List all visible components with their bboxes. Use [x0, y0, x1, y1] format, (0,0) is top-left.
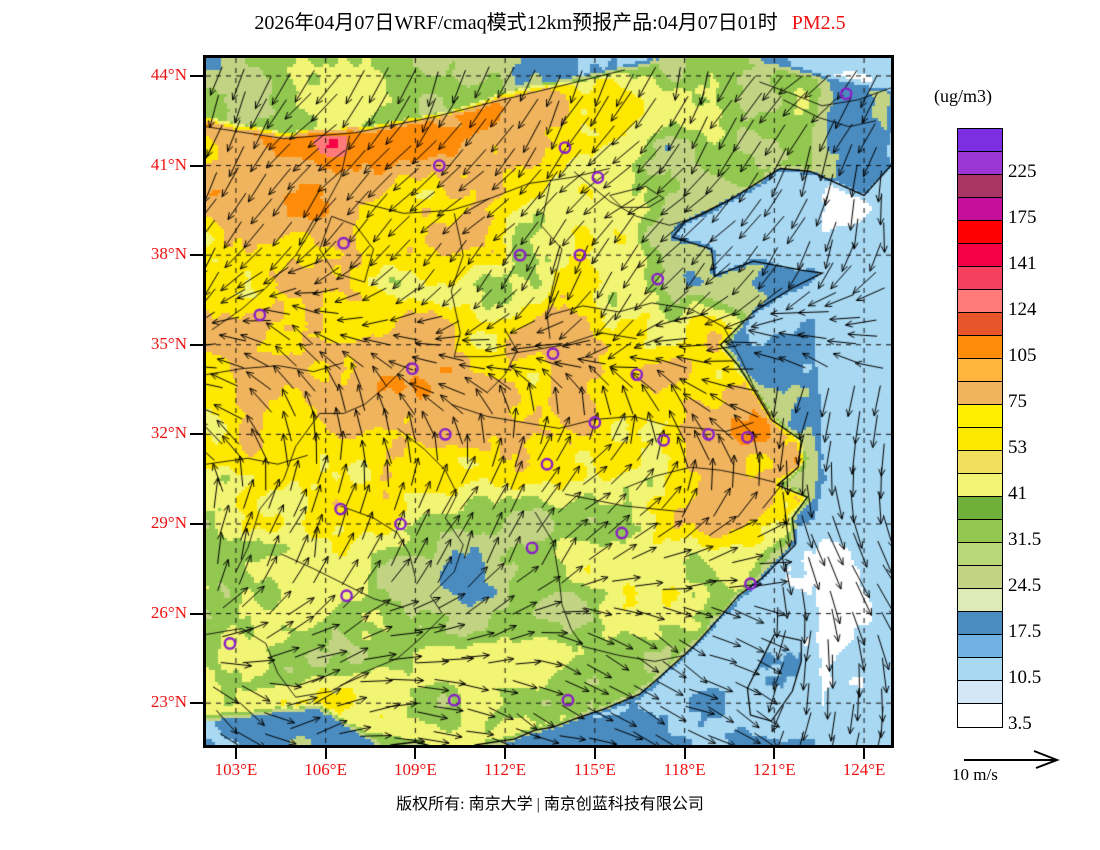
- x-axis-tick-label: 115°E: [573, 760, 616, 779]
- x-axis-tick-label: 112°E: [484, 760, 527, 779]
- colorbar-band: [958, 198, 1002, 221]
- y-axis-tick-label: 29°N: [150, 512, 187, 532]
- chart-title: 2026年04月07日WRF/cmaq模式12km预报产品:04月07日01时 P…: [0, 6, 1100, 35]
- colorbar-band: [958, 612, 1002, 635]
- colorbar-tick-label: 53: [1008, 437, 1027, 458]
- colorbar-band: [958, 244, 1002, 267]
- colorbar-band: [958, 635, 1002, 658]
- colorbar-band: [958, 313, 1002, 336]
- colorbar-band: [958, 336, 1002, 359]
- y-axis-tick-label: 38°N: [150, 244, 187, 264]
- title-main-text: 2026年04月07日WRF/cmaq模式12km预报产品:04月07日01时: [254, 12, 778, 34]
- colorbar-tick-label: 41: [1008, 483, 1027, 504]
- y-axis-tick-mark: [190, 254, 203, 257]
- colorbar-units-label: (ug/m3): [934, 86, 992, 106]
- x-axis-tick-mark: [773, 748, 776, 759]
- colorbar-band: [958, 497, 1002, 520]
- colorbar-band: [958, 474, 1002, 497]
- x-axis-tick-label: 109°E: [394, 760, 437, 779]
- x-axis-tick-label: 118°E: [663, 760, 706, 779]
- colorbar-band: [958, 382, 1002, 405]
- y-axis-tick-mark: [190, 74, 203, 77]
- colorbar-tick-label: 3.5: [1008, 713, 1032, 734]
- colorbar-band: [958, 520, 1002, 543]
- colorbar-band: [958, 405, 1002, 428]
- colorbar-tick-label: 124: [1008, 299, 1037, 320]
- colorbar-tick-label: 225: [1008, 161, 1037, 182]
- x-axis-tick-mark: [504, 748, 507, 759]
- colorbar-band: [958, 267, 1002, 290]
- colorbar-tick-label: 175: [1008, 207, 1037, 228]
- map-plot-frame[interactable]: [203, 55, 894, 748]
- colorbar-tick-label: 105: [1008, 345, 1037, 366]
- title-species-text: PM2.5: [791, 12, 846, 34]
- y-axis-tick-label: 44°N: [150, 64, 187, 84]
- y-axis-tick-label: 26°N: [150, 602, 187, 622]
- x-axis-tick-label: 103°E: [214, 760, 258, 779]
- y-axis-tick-mark: [190, 612, 203, 615]
- colorbar[interactable]: [957, 128, 1003, 728]
- y-axis-tick-label: 32°N: [150, 423, 187, 443]
- x-axis-tick-label: 106°E: [304, 760, 347, 779]
- x-axis-tick-mark: [593, 748, 596, 759]
- colorbar-tick-label: 10.5: [1008, 667, 1042, 688]
- y-axis-tick-mark: [190, 343, 203, 346]
- x-axis-tick-mark: [324, 748, 327, 759]
- colorbar-band: [958, 704, 1002, 727]
- colorbar-band: [958, 589, 1002, 612]
- y-axis-tick-label: 23°N: [150, 692, 187, 712]
- x-axis-tick-mark: [234, 748, 237, 759]
- y-axis-tick-mark: [190, 164, 203, 167]
- wind-scale-label: 10 m/s: [952, 765, 998, 784]
- colorbar-tick-label: 75: [1008, 391, 1027, 412]
- y-axis-tick-mark: [190, 433, 203, 436]
- copyright-credit: 版权所有: 南京大学 | 南京创蓝科技有限公司: [396, 796, 704, 813]
- x-axis-tick-mark: [683, 748, 686, 759]
- colorbar-band: [958, 290, 1002, 313]
- x-axis-tick-mark: [414, 748, 417, 759]
- x-axis-tick-label: 124°E: [842, 760, 886, 779]
- colorbar-band: [958, 566, 1002, 589]
- colorbar-band: [958, 221, 1002, 244]
- y-axis-tick-mark: [190, 522, 203, 525]
- colorbar-tick-label: 24.5: [1008, 575, 1042, 596]
- colorbar-tick-label: 31.5: [1008, 529, 1042, 550]
- colorbar-band: [958, 543, 1002, 566]
- colorbar-band: [958, 175, 1002, 198]
- x-axis-tick-mark: [863, 748, 866, 759]
- y-axis-tick-label: 41°N: [150, 154, 187, 174]
- y-axis-tick-mark: [190, 702, 203, 705]
- colorbar-band: [958, 152, 1002, 175]
- pm25-concentration-map[interactable]: [206, 58, 891, 745]
- colorbar-tick-label: 17.5: [1008, 621, 1042, 642]
- y-axis-tick-label: 35°N: [150, 333, 187, 353]
- x-axis-tick-label: 121°E: [752, 760, 796, 779]
- colorbar-band: [958, 129, 1002, 152]
- colorbar-band: [958, 681, 1002, 704]
- colorbar-band: [958, 451, 1002, 474]
- colorbar-band: [958, 359, 1002, 382]
- colorbar-band: [958, 658, 1002, 681]
- wind-reference-arrow-icon: [964, 750, 1060, 769]
- colorbar-band: [958, 428, 1002, 451]
- colorbar-tick-label: 141: [1008, 253, 1037, 274]
